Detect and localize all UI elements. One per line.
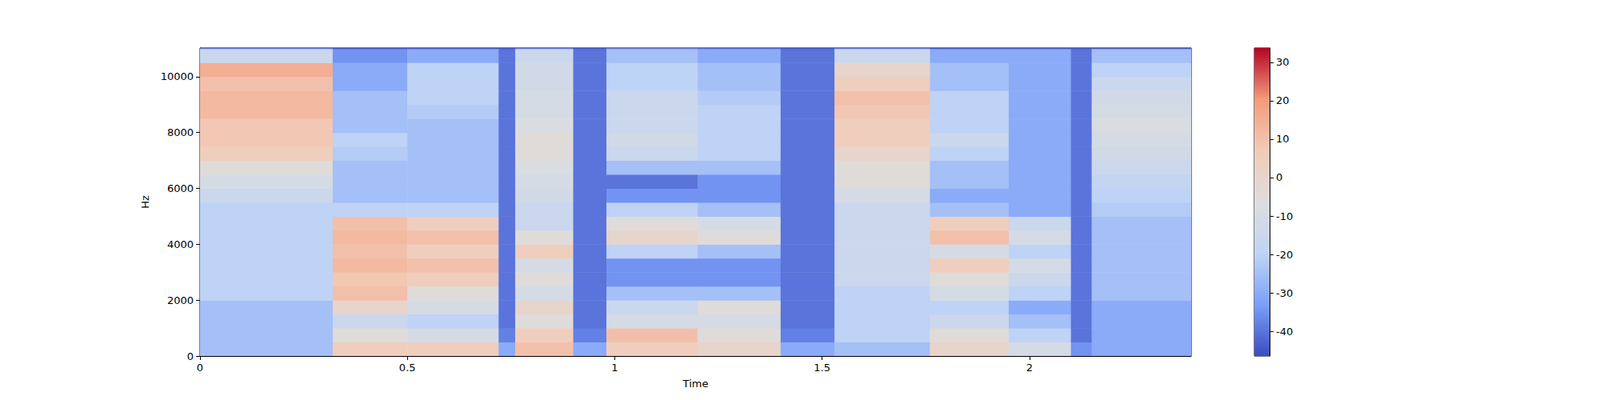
- svg-text:1.5: 1.5: [813, 361, 831, 374]
- svg-text:2: 2: [1026, 361, 1033, 374]
- svg-text:0: 0: [187, 350, 194, 363]
- svg-text:0: 0: [196, 361, 204, 374]
- svg-text:Time: Time: [682, 377, 709, 390]
- svg-text:-30: -30: [1276, 287, 1293, 300]
- svg-text:4000: 4000: [167, 238, 194, 251]
- svg-text:20: 20: [1276, 94, 1290, 107]
- svg-text:30: 30: [1276, 56, 1290, 68]
- svg-text:-40: -40: [1276, 325, 1293, 338]
- svg-text:2000: 2000: [167, 294, 194, 307]
- svg-text:-20: -20: [1276, 248, 1293, 261]
- svg-text:0.5: 0.5: [399, 361, 416, 374]
- svg-text:10: 10: [1276, 132, 1290, 145]
- svg-text:-10: -10: [1276, 210, 1293, 223]
- svg-text:6000: 6000: [167, 182, 194, 195]
- svg-text:1: 1: [611, 361, 618, 374]
- svg-text:Hz: Hz: [139, 195, 152, 209]
- svg-text:0: 0: [1276, 171, 1283, 184]
- svg-text:8000: 8000: [167, 126, 194, 139]
- svg-text:10000: 10000: [160, 70, 194, 83]
